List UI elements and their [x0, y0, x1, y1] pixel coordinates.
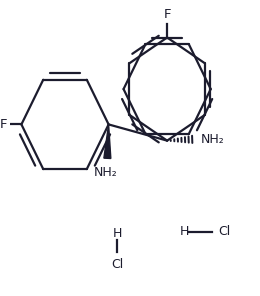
Text: Cl: Cl: [218, 226, 230, 239]
Text: NH₂: NH₂: [200, 133, 224, 146]
Text: H: H: [180, 226, 189, 239]
Text: H: H: [113, 227, 122, 240]
Text: F: F: [0, 118, 8, 131]
Text: NH₂: NH₂: [94, 166, 118, 179]
Text: Cl: Cl: [111, 258, 124, 271]
Text: F: F: [163, 8, 171, 21]
Polygon shape: [104, 124, 111, 158]
